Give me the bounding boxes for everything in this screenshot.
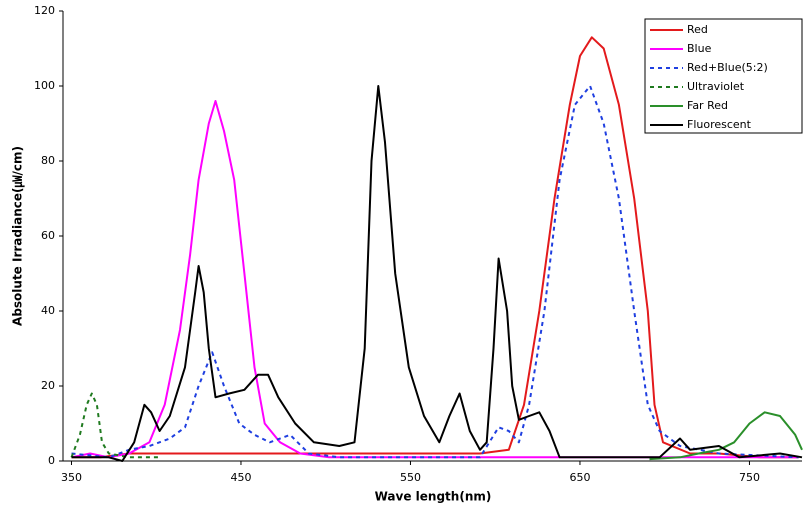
series-line	[71, 85, 799, 459]
series-line	[71, 100, 799, 459]
y-tick-label: 0	[48, 454, 55, 467]
y-tick-label: 80	[41, 154, 55, 167]
series-line	[71, 36, 799, 459]
x-tick-label: 550	[400, 471, 421, 484]
x-axis-title: Wave length(nm)	[375, 490, 492, 504]
series-line	[649, 411, 803, 461]
x-tick-label: 650	[569, 471, 590, 484]
y-tick-label: 40	[41, 304, 55, 317]
legend-label: Ultraviolet	[687, 80, 745, 93]
y-axis-title: Absolute Irradiance(㎼/cm)	[11, 146, 25, 326]
y-tick-label: 100	[34, 79, 55, 92]
x-tick-label: 450	[230, 471, 251, 484]
y-tick-label: 120	[34, 4, 55, 17]
legend-label: Blue	[687, 42, 712, 55]
legend-label: Red	[687, 23, 708, 36]
y-tick-label: 60	[41, 229, 55, 242]
legend-label: Fluorescent	[687, 118, 752, 131]
legend-box	[644, 18, 803, 134]
x-tick-label: 750	[739, 471, 760, 484]
series-line	[71, 85, 803, 462]
x-tick-label: 350	[61, 471, 82, 484]
series-line	[70, 392, 160, 459]
legend-label: Red+Blue(5:2)	[687, 61, 768, 74]
y-tick-label: 20	[41, 379, 55, 392]
legend-label: Far Red	[687, 99, 728, 112]
